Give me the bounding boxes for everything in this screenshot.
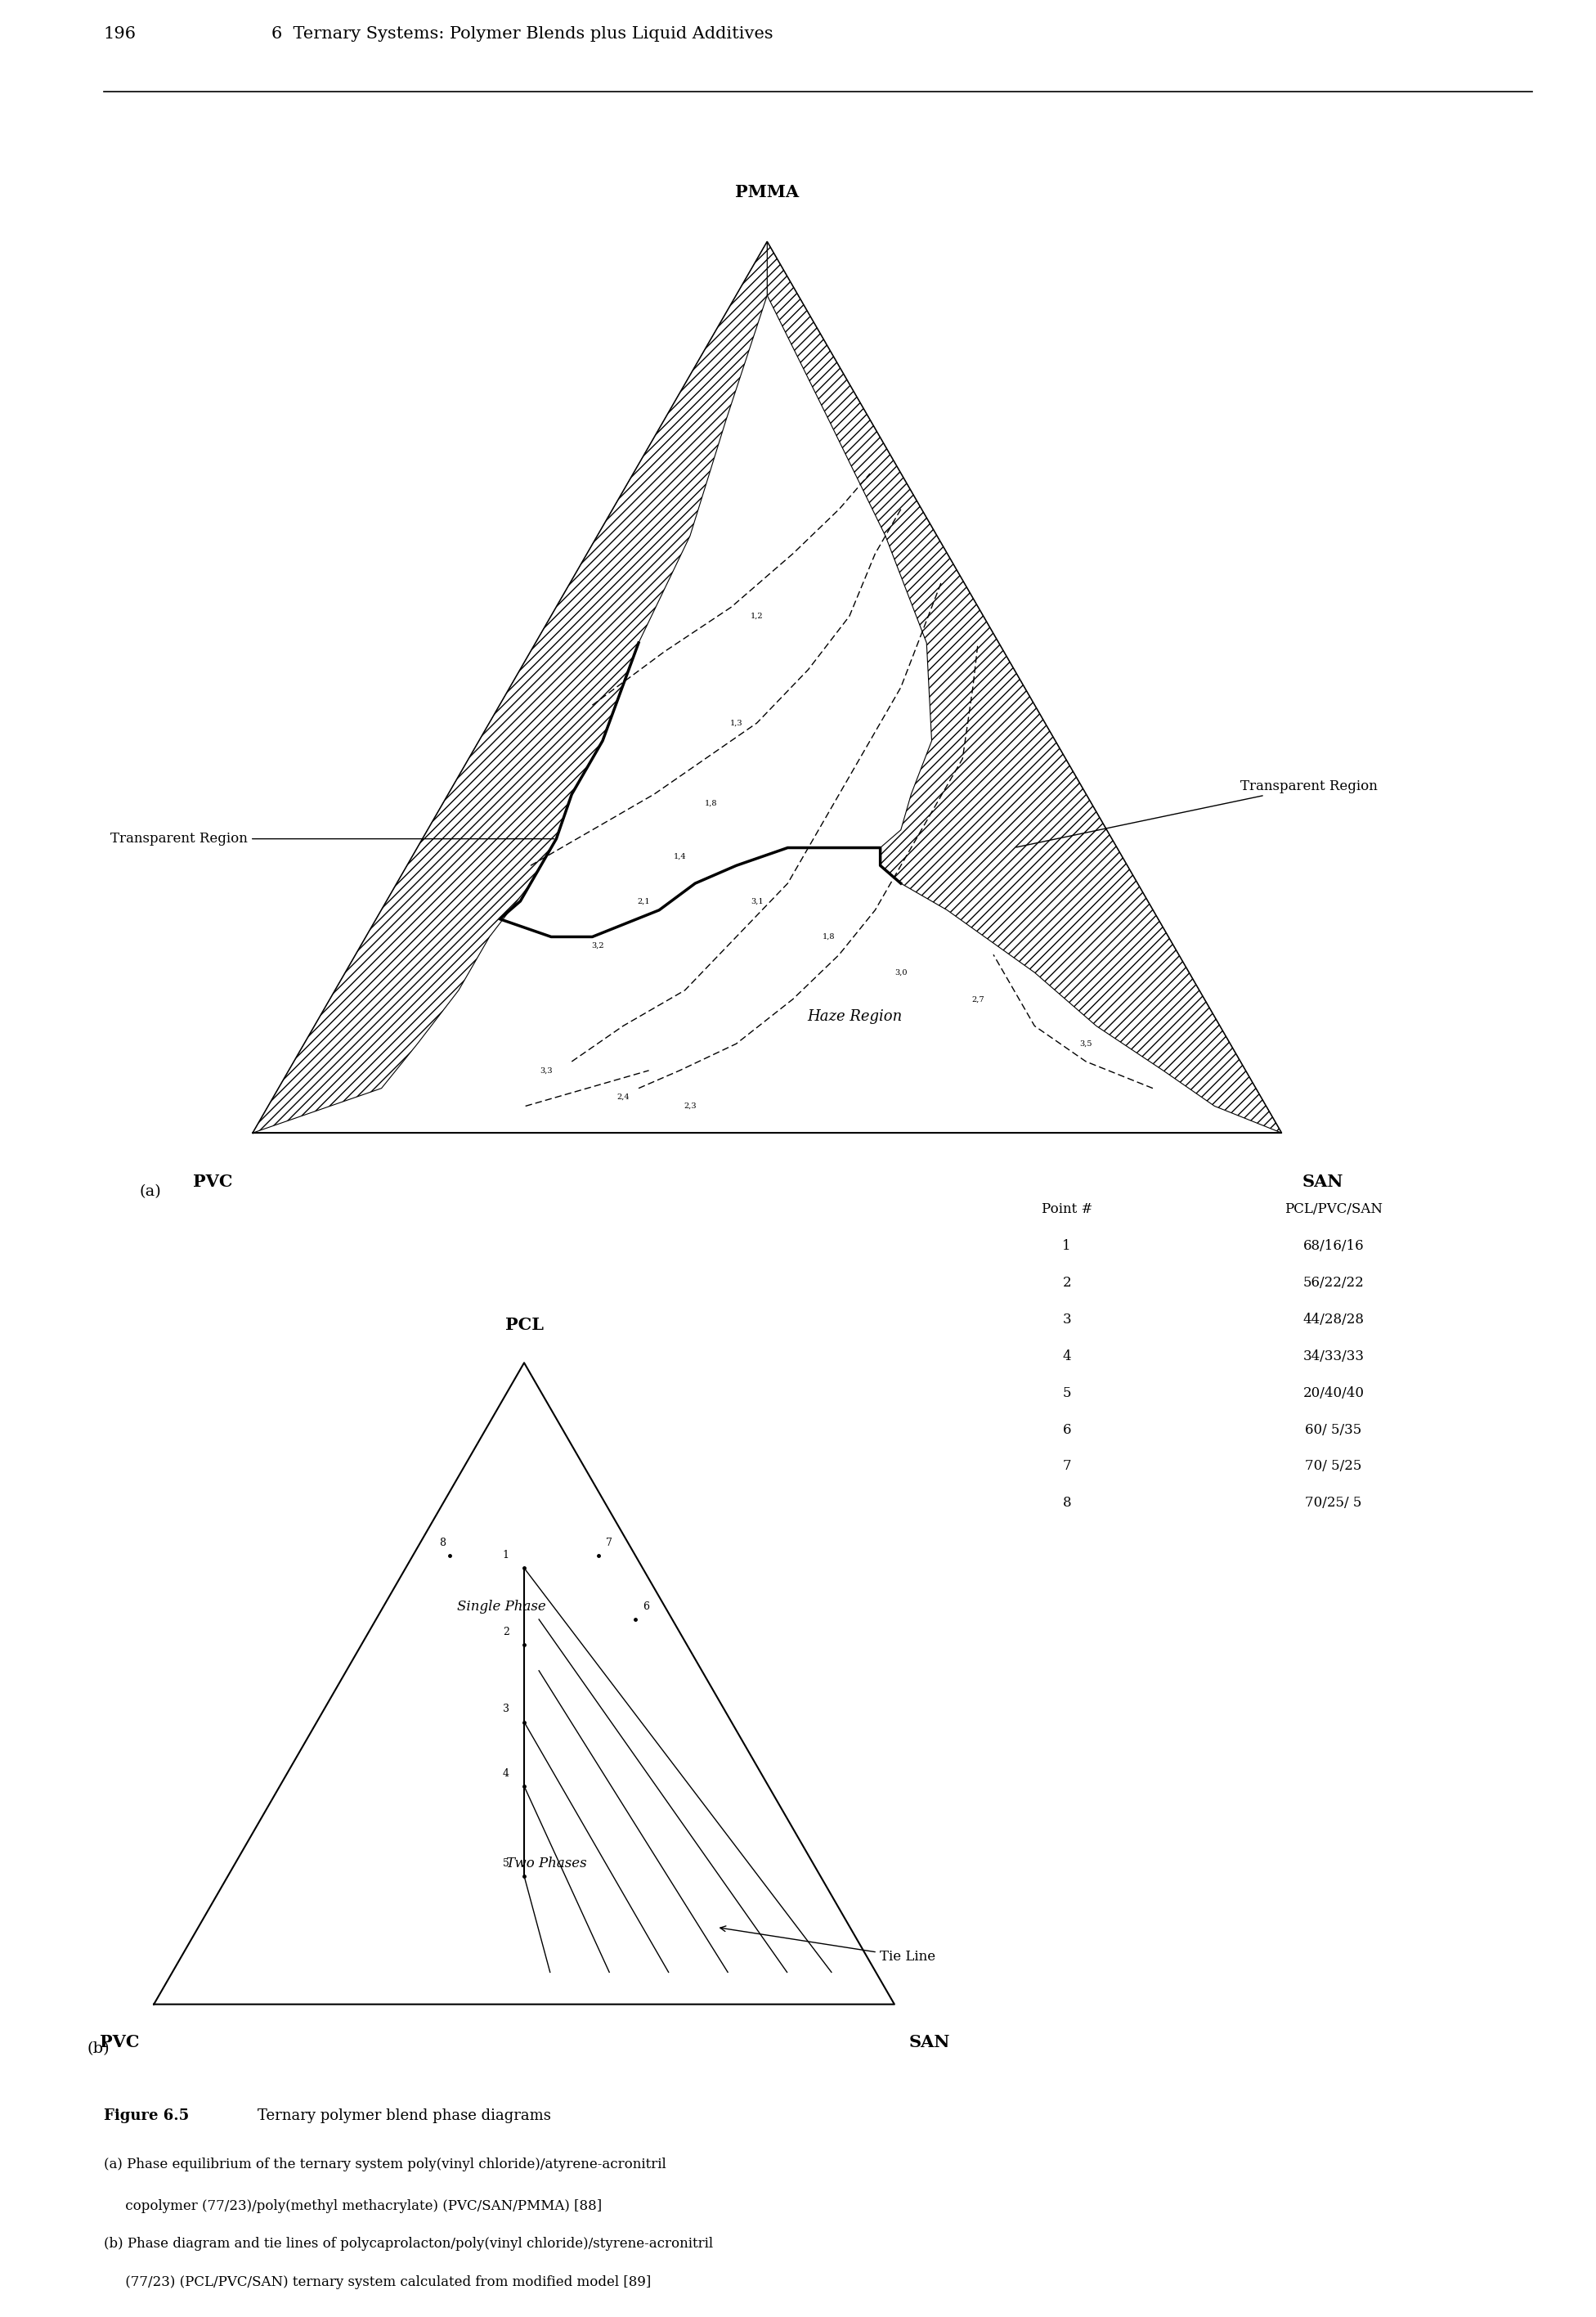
Text: 3,5: 3,5 [1079,1040,1092,1047]
Text: 1,3: 1,3 [729,718,742,728]
Text: (b): (b) [88,2041,110,2055]
Text: 60/ 5/35: 60/ 5/35 [1306,1423,1361,1437]
Text: Transparent Region: Transparent Region [1017,779,1377,848]
Text: 2: 2 [503,1627,509,1638]
Polygon shape [252,241,768,1133]
Text: 3,3: 3,3 [539,1066,552,1075]
Text: PVC: PVC [99,2034,139,2051]
Text: 196: 196 [104,25,136,42]
Text: 6: 6 [1063,1423,1071,1437]
Text: 5: 5 [503,1858,509,1868]
Text: (77/23) (PCL/PVC/SAN) ternary system calculated from modified model [89]: (77/23) (PCL/PVC/SAN) ternary system cal… [104,2275,651,2289]
Text: 2,7: 2,7 [972,996,985,1003]
Text: 4: 4 [503,1768,509,1779]
Text: Figure 6.5: Figure 6.5 [104,2108,188,2122]
Text: 3,2: 3,2 [591,943,603,950]
Text: 4: 4 [1063,1348,1071,1362]
Text: 20/40/40: 20/40/40 [1302,1386,1365,1399]
Text: 44/28/28: 44/28/28 [1302,1314,1365,1328]
Text: 3: 3 [1063,1314,1071,1328]
Text: 34/33/33: 34/33/33 [1302,1348,1365,1362]
Text: 2: 2 [1063,1277,1071,1291]
Text: (b) Phase diagram and tie lines of polycaprolacton/poly(vinyl chloride)/styrene-: (b) Phase diagram and tie lines of polyc… [104,2238,713,2252]
Text: 1: 1 [503,1550,509,1562]
Text: 3: 3 [503,1703,509,1715]
Text: PCL/PVC/SAN: PCL/PVC/SAN [1285,1203,1382,1216]
Text: PCL: PCL [504,1316,543,1332]
Text: 1,4: 1,4 [674,853,686,860]
Text: 8: 8 [1063,1497,1071,1511]
Text: 1,8: 1,8 [822,934,835,941]
Text: SAN: SAN [910,2034,951,2051]
Text: Single Phase: Single Phase [458,1599,546,1613]
Text: (a) Phase equilibrium of the ternary system poly(vinyl chloride)/atyrene-acronit: (a) Phase equilibrium of the ternary sys… [104,2157,666,2171]
Text: 2,1: 2,1 [637,897,650,906]
Text: 1,2: 1,2 [750,612,763,619]
Text: 56/22/22: 56/22/22 [1302,1277,1365,1291]
Text: 1: 1 [1063,1240,1071,1253]
Text: SAN: SAN [1302,1175,1344,1191]
Text: 70/ 5/25: 70/ 5/25 [1306,1460,1361,1474]
Text: Tie Line: Tie Line [720,1925,935,1965]
Text: Transparent Region: Transparent Region [110,832,554,846]
Text: 1,8: 1,8 [704,799,717,806]
Text: Point #: Point # [1041,1203,1092,1216]
Text: 7: 7 [1063,1460,1071,1474]
Text: 6  Ternary Systems: Polymer Blends plus Liquid Additives: 6 Ternary Systems: Polymer Blends plus L… [271,25,772,42]
Text: 2,4: 2,4 [616,1094,629,1101]
Text: PMMA: PMMA [736,185,800,202]
Text: copolymer (77/23)/poly(methyl methacrylate) (PVC/SAN/PMMA) [88]: copolymer (77/23)/poly(methyl methacryla… [104,2199,602,2213]
Text: 68/16/16: 68/16/16 [1302,1240,1365,1253]
Text: PVC: PVC [193,1175,233,1191]
Text: 2,3: 2,3 [683,1103,696,1110]
Text: (a): (a) [140,1184,161,1198]
Text: 70/25/ 5: 70/25/ 5 [1306,1497,1361,1511]
Text: 8: 8 [439,1536,445,1548]
Text: Ternary polymer blend phase diagrams: Ternary polymer blend phase diagrams [259,2108,551,2122]
Text: 7: 7 [605,1536,611,1548]
Text: 3,1: 3,1 [750,897,763,906]
Text: Two Phases: Two Phases [506,1856,587,1870]
Text: 5: 5 [1063,1386,1071,1399]
Polygon shape [768,241,1282,1133]
Text: Haze Region: Haze Region [808,1010,902,1024]
Text: 6: 6 [643,1601,650,1613]
Text: 3,0: 3,0 [894,969,907,975]
